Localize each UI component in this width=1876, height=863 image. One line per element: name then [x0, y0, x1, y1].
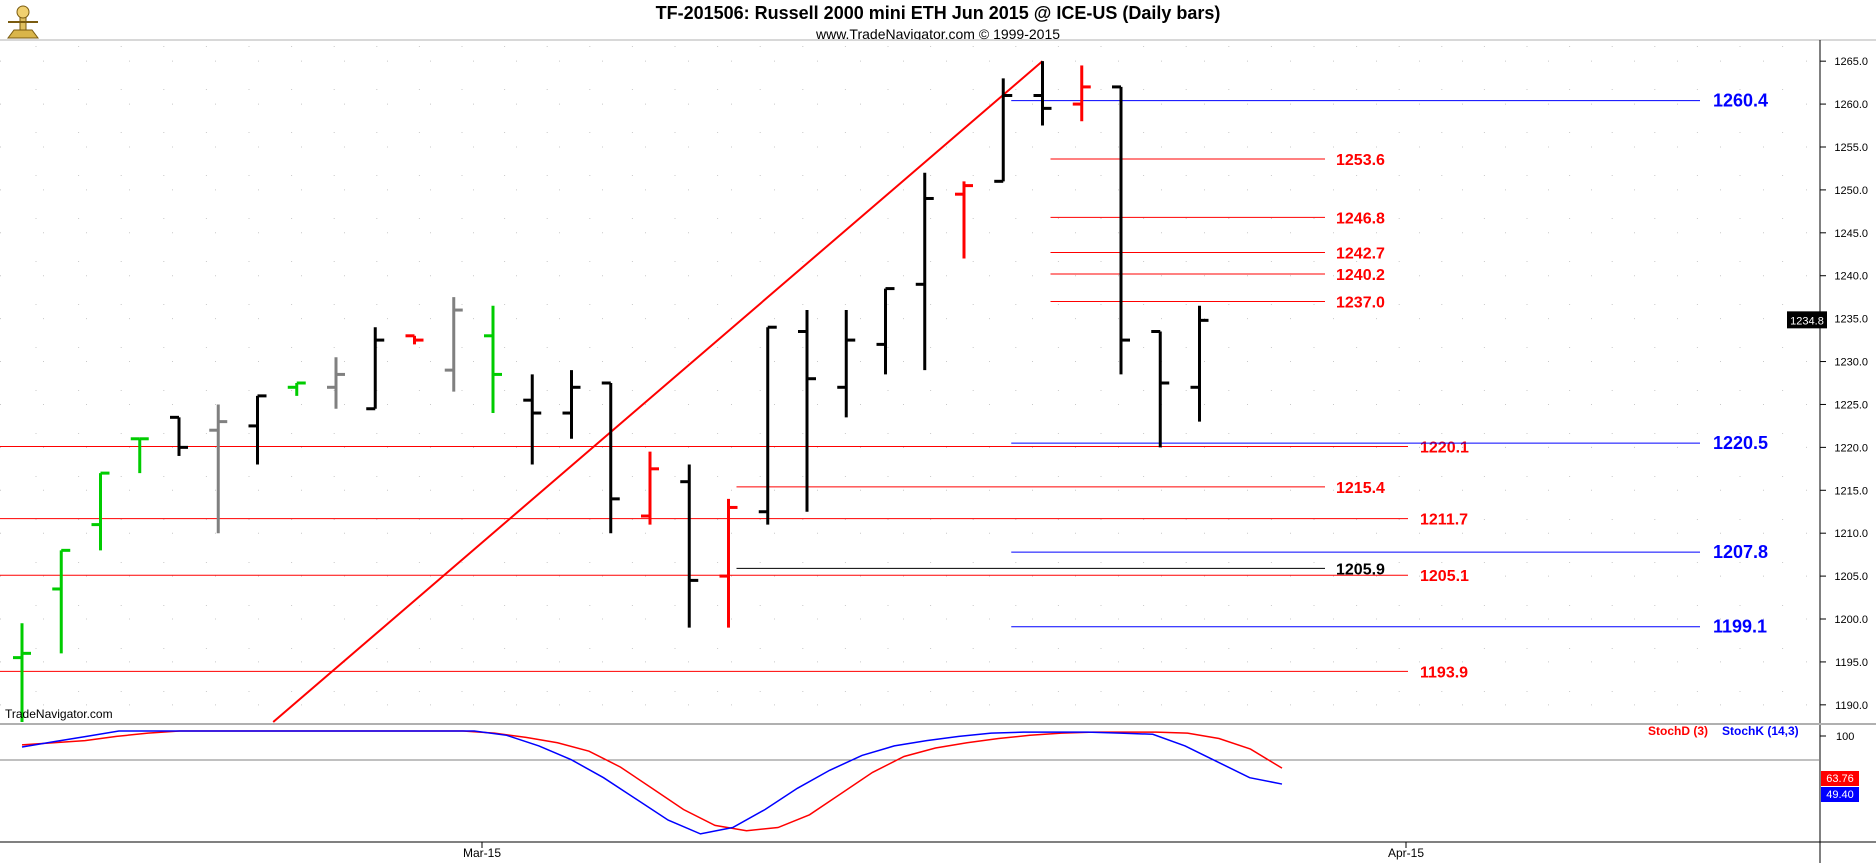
price-tick-label: 1225.0 [1834, 399, 1868, 411]
price-tick-label: 1210.0 [1834, 528, 1868, 540]
price-tick-label: 1205.0 [1834, 571, 1868, 583]
chart-title: TF-201506: Russell 2000 mini ETH Jun 201… [655, 3, 1221, 23]
price-tick-label: 1215.0 [1834, 485, 1868, 497]
last-price-box [1787, 311, 1827, 329]
level-label: 1237.0 [1336, 294, 1385, 311]
price-tick-label: 1255.0 [1834, 142, 1868, 154]
price-tick-label: 1235.0 [1834, 314, 1868, 326]
plot-background [0, 40, 1876, 863]
price-tick-label: 1200.0 [1834, 614, 1868, 626]
level-label: 1246.8 [1336, 210, 1385, 227]
level-label: 1253.6 [1336, 152, 1385, 169]
stoch-d-value-box [1821, 771, 1859, 786]
level-label: 1205.1 [1420, 568, 1469, 585]
stoch-k-line [21, 730, 1283, 835]
price-tick-label: 1220.0 [1834, 442, 1868, 454]
stoch-k-value: 49.40 [1826, 789, 1854, 801]
trendline [272, 60, 1044, 723]
watermark-text: TradeNavigator.com [5, 707, 113, 721]
level-label: 1211.7 [1420, 512, 1468, 529]
price-tick-label: 1230.0 [1834, 357, 1868, 369]
app-logo [2, 2, 44, 44]
price-tick-label: 1265.0 [1834, 56, 1868, 68]
stoch-k-legend: StochK (14,3) [1722, 724, 1799, 738]
date-tick-label: Apr-15 [1388, 846, 1424, 860]
stoch-d-legend: StochD (3) [1648, 724, 1708, 738]
level-label: 1220.5 [1713, 433, 1768, 453]
stoch-k-value-box [1821, 787, 1859, 802]
level-label: 1215.4 [1336, 480, 1385, 497]
last-price-label: 1234.8 [1790, 315, 1824, 327]
price-tick-label: 1195.0 [1835, 657, 1868, 669]
stoch-level-label: 100 [1836, 731, 1854, 743]
price-tick-label: 1240.0 [1834, 271, 1868, 283]
level-label: 1242.7 [1336, 246, 1385, 263]
price-tick-label: 1260.0 [1834, 99, 1868, 111]
date-tick-label: Mar-15 [463, 846, 501, 860]
price-tick-label: 1250.0 [1834, 185, 1868, 197]
stoch-d-value: 63.76 [1826, 773, 1854, 785]
price-tick-label: 1190.0 [1835, 700, 1868, 712]
level-label: 1207.8 [1713, 542, 1768, 562]
level-label: 1205.9 [1336, 561, 1385, 578]
level-label: 1193.9 [1420, 664, 1468, 681]
level-label: 1220.1 [1420, 440, 1469, 457]
level-label: 1199.1 [1713, 617, 1767, 637]
level-label: 1260.4 [1713, 91, 1768, 111]
chart-subtitle: www.TradeNavigator.com © 1999-2015 [815, 26, 1061, 42]
level-label: 1240.2 [1336, 267, 1385, 284]
price-tick-label: 1245.0 [1834, 228, 1868, 240]
